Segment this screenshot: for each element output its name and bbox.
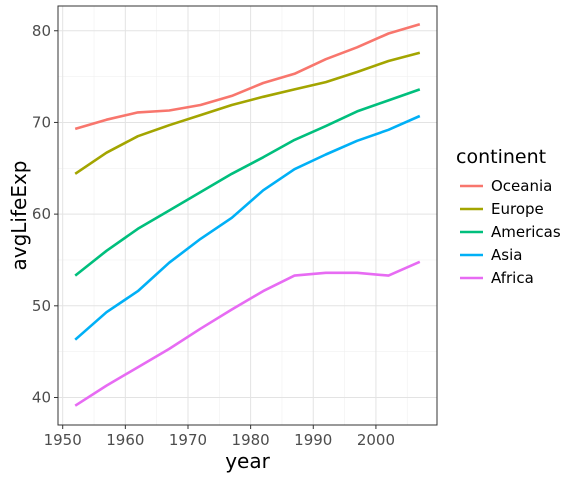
x-tick-label: 1970 bbox=[169, 431, 207, 449]
grid-lines bbox=[58, 6, 437, 425]
legend-label-europe: Europe bbox=[491, 200, 544, 218]
series-line-europe bbox=[74, 51, 421, 175]
series-line-asia bbox=[74, 114, 421, 341]
legend-label-americas: Americas bbox=[491, 223, 561, 241]
panel-border bbox=[57, 5, 438, 426]
axis-ticks: 1950 1960 1970 1980 1990 2000 40 50 60 70 80 bbox=[32, 22, 395, 449]
x-tick-label: 1960 bbox=[106, 431, 144, 449]
legend-title: continent bbox=[456, 146, 546, 168]
x-tick-label: 1990 bbox=[294, 431, 332, 449]
x-tick-label: 2000 bbox=[357, 431, 395, 449]
legend-label-africa: Africa bbox=[491, 269, 534, 287]
series-line-americas bbox=[74, 88, 421, 277]
series-line-oceania bbox=[74, 23, 421, 131]
y-tick-label: 40 bbox=[32, 388, 51, 406]
y-tick-label: 80 bbox=[32, 22, 51, 40]
y-axis-label: avgLifeExp bbox=[7, 161, 31, 271]
legend: continent Oceania Europe Americas Asia Afric… bbox=[456, 146, 561, 287]
x-tick-label: 1950 bbox=[44, 431, 82, 449]
x-tick-label: 1980 bbox=[232, 431, 270, 449]
y-tick-label: 50 bbox=[32, 297, 51, 315]
y-tick-label: 70 bbox=[32, 113, 51, 131]
x-axis-label: year bbox=[225, 449, 270, 473]
series-lines bbox=[74, 23, 421, 407]
legend-label-oceania: Oceania bbox=[491, 177, 552, 195]
series-line-africa bbox=[74, 260, 421, 407]
y-tick-label: 60 bbox=[32, 205, 51, 223]
legend-label-asia: Asia bbox=[491, 246, 522, 264]
